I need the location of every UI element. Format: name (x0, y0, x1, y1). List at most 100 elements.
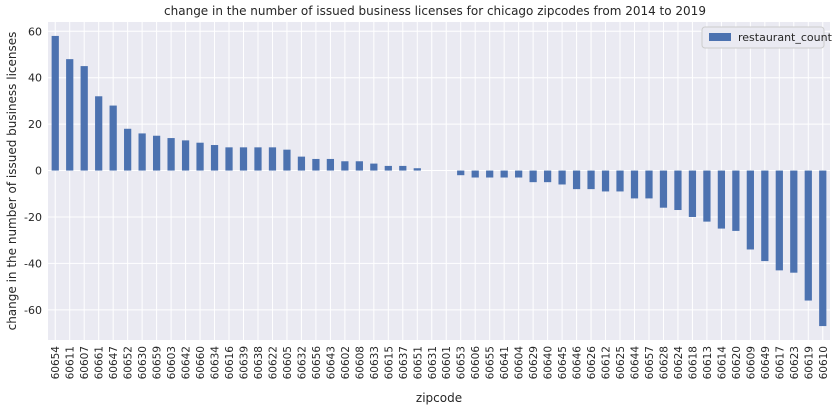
bar (95, 96, 103, 171)
bar (558, 170, 566, 185)
bar (80, 66, 88, 171)
bar (239, 147, 248, 171)
x-tick-label: 60626 (586, 346, 598, 380)
x-tick-label: 60618 (687, 346, 699, 379)
x-tick-label: 60633 (369, 346, 381, 379)
x-tick-label: 60607 (79, 346, 91, 379)
y-tick-label: -60 (24, 304, 42, 317)
bar (254, 147, 262, 171)
y-tick-label: 0 (35, 165, 42, 178)
legend-box (701, 26, 825, 49)
x-tick-label: 60632 (296, 346, 308, 379)
bar (630, 170, 639, 199)
x-tick-label: 60624 (673, 346, 685, 380)
x-tick-label: 60641 (499, 346, 511, 379)
bar (326, 158, 335, 171)
y-tick-label: -20 (24, 211, 42, 224)
x-tick-label: 60654 (50, 346, 62, 380)
x-tick-label: 60638 (253, 346, 265, 379)
x-tick-label: 60643 (325, 346, 337, 379)
x-tick-label: 60637 (398, 346, 410, 379)
x-tick-label: 60605 (282, 346, 294, 379)
x-tick-label: 60657 (644, 346, 656, 379)
bar (124, 128, 132, 171)
x-tick-label: 60661 (94, 346, 106, 379)
bar (659, 170, 668, 208)
x-tick-labels: 60654 60611 60607 60661 60647 60652 60630 60659… (50, 346, 830, 380)
bar-series (51, 35, 827, 327)
x-tick-label: 60639 (239, 346, 251, 379)
y-tick-label: 40 (28, 72, 42, 85)
x-tick-label: 60625 (615, 346, 627, 379)
bar (515, 170, 523, 178)
bar (587, 170, 595, 190)
x-tick-label: 60613 (702, 346, 714, 379)
bar (66, 59, 74, 171)
x-tick-label: 60615 (383, 346, 395, 379)
y-axis-label: change in the number of issued business … (5, 32, 19, 331)
bar (138, 133, 146, 171)
x-tick-label: 60645 (557, 346, 569, 379)
x-tick-label: 60628 (658, 346, 670, 379)
x-tick-label: 60608 (354, 346, 366, 379)
x-tick-label: 60610 (818, 346, 830, 379)
x-tick-label: 60634 (210, 346, 222, 380)
bar (355, 161, 363, 171)
legend: restaurant_count (701, 26, 833, 49)
bar (775, 170, 783, 271)
x-tick-label: 60604 (514, 346, 526, 380)
x-tick-label: 60644 (630, 346, 642, 380)
x-tick-label: 60659 (152, 346, 164, 379)
bar (529, 170, 537, 183)
bar (819, 170, 827, 327)
x-tick-label: 60616 (224, 346, 236, 380)
x-tick-label: 60622 (267, 346, 279, 379)
x-tick-label: 60629 (528, 346, 540, 379)
bar (746, 170, 754, 250)
bar (341, 161, 349, 171)
y-tick-label: 20 (28, 118, 42, 131)
x-tick-label: 60651 (412, 346, 424, 379)
x-tick-label: 60656 (311, 346, 323, 380)
chart-title: change in the number of issued business … (164, 4, 706, 18)
bar (225, 147, 233, 171)
bar (51, 35, 59, 171)
x-axis-label: zipcode (416, 391, 462, 405)
bar (790, 170, 798, 273)
x-tick-label: 60631 (427, 346, 439, 379)
bar (370, 163, 378, 171)
x-tick-label: 60612 (601, 346, 613, 379)
bar (471, 170, 479, 178)
bar (572, 170, 581, 190)
x-tick-label: 60640 (543, 346, 555, 379)
plot-area (48, 22, 830, 340)
bar (152, 135, 161, 171)
bar (674, 170, 682, 211)
x-tick-label: 60647 (108, 346, 120, 379)
bar (732, 170, 740, 231)
x-tick-label: 60646 (572, 346, 584, 380)
legend-label: restaurant_count (738, 31, 833, 44)
bar (457, 170, 465, 176)
bar (167, 138, 175, 171)
bar (297, 156, 306, 171)
x-tick-label: 60601 (441, 346, 453, 379)
x-tick-label: 60614 (716, 346, 728, 380)
bar (761, 170, 769, 262)
bar (283, 149, 291, 171)
x-tick-label: 60620 (731, 346, 743, 379)
bar (645, 170, 653, 199)
bar (399, 165, 407, 171)
x-tick-label: 60655 (485, 346, 497, 379)
bar (703, 170, 711, 222)
bar (804, 170, 812, 301)
x-tick-label: 60603 (166, 346, 178, 379)
bar (500, 170, 508, 178)
y-tick-label: -40 (24, 257, 42, 270)
y-tick-label: 60 (28, 25, 42, 38)
bar (717, 170, 726, 229)
bar (181, 140, 190, 171)
bar (688, 170, 697, 217)
bar (486, 170, 494, 178)
